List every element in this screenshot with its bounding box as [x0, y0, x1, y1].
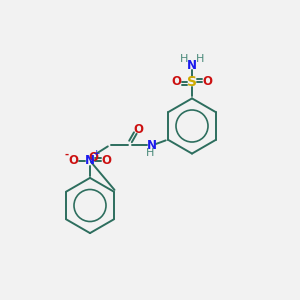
- Text: O: O: [88, 151, 98, 164]
- Text: -: -: [65, 149, 69, 160]
- Text: O: O: [202, 75, 213, 88]
- Text: H: H: [179, 54, 188, 64]
- Text: H: H: [146, 148, 154, 158]
- Text: O: O: [134, 123, 143, 136]
- Text: O: O: [101, 154, 112, 167]
- Text: O: O: [68, 154, 79, 167]
- Text: +: +: [92, 149, 100, 158]
- Text: N: N: [85, 154, 95, 167]
- Text: N: N: [187, 59, 197, 72]
- Text: O: O: [171, 75, 182, 88]
- Text: N: N: [147, 139, 157, 152]
- Text: S: S: [187, 75, 197, 89]
- Text: H: H: [196, 54, 205, 64]
